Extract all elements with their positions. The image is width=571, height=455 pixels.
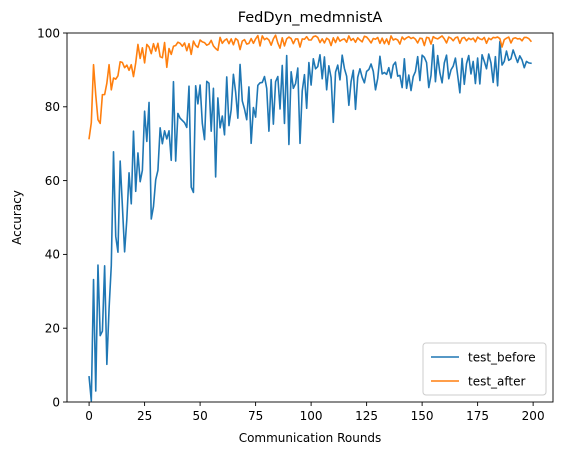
legend-box [422,342,547,396]
chart-title: FedDyn_medmnistA [238,10,383,26]
y-tick-label: 100 [37,26,60,40]
plot-frame [66,32,554,403]
x-tick-label: 175 [466,409,489,423]
x-tick-label: 125 [355,409,378,423]
series-line-test-after [88,34,533,140]
x-tick-label: 50 [192,409,207,423]
legend-label-test-after: test_after [468,375,526,389]
legend: test_before test_after [422,342,547,396]
x-axis-label: Communication Rounds [239,431,382,445]
plot-area [67,33,553,402]
y-tick-label: 0 [52,395,60,409]
x-tick-label: 0 [85,409,93,423]
x-tick-label: 200 [522,409,545,423]
y-tick-label: 60 [45,174,60,188]
axes-layer: 0 25 50 75 100 125 150 175 200 0 20 40 60 80 100 [37,26,544,423]
y-axis-label: Accuracy [10,190,24,245]
x-tick-label: 150 [411,409,434,423]
x-tick-label: 100 [300,409,323,423]
x-tick-label: 25 [137,409,152,423]
series-layer [88,34,533,402]
legend-label-test-before: test_before [468,351,536,365]
y-tick-label: 80 [45,100,60,114]
y-tick-label: 20 [45,322,60,336]
series-line-test-before [88,40,532,402]
y-tick-label: 40 [45,248,60,262]
x-tick-label: 75 [248,409,263,423]
